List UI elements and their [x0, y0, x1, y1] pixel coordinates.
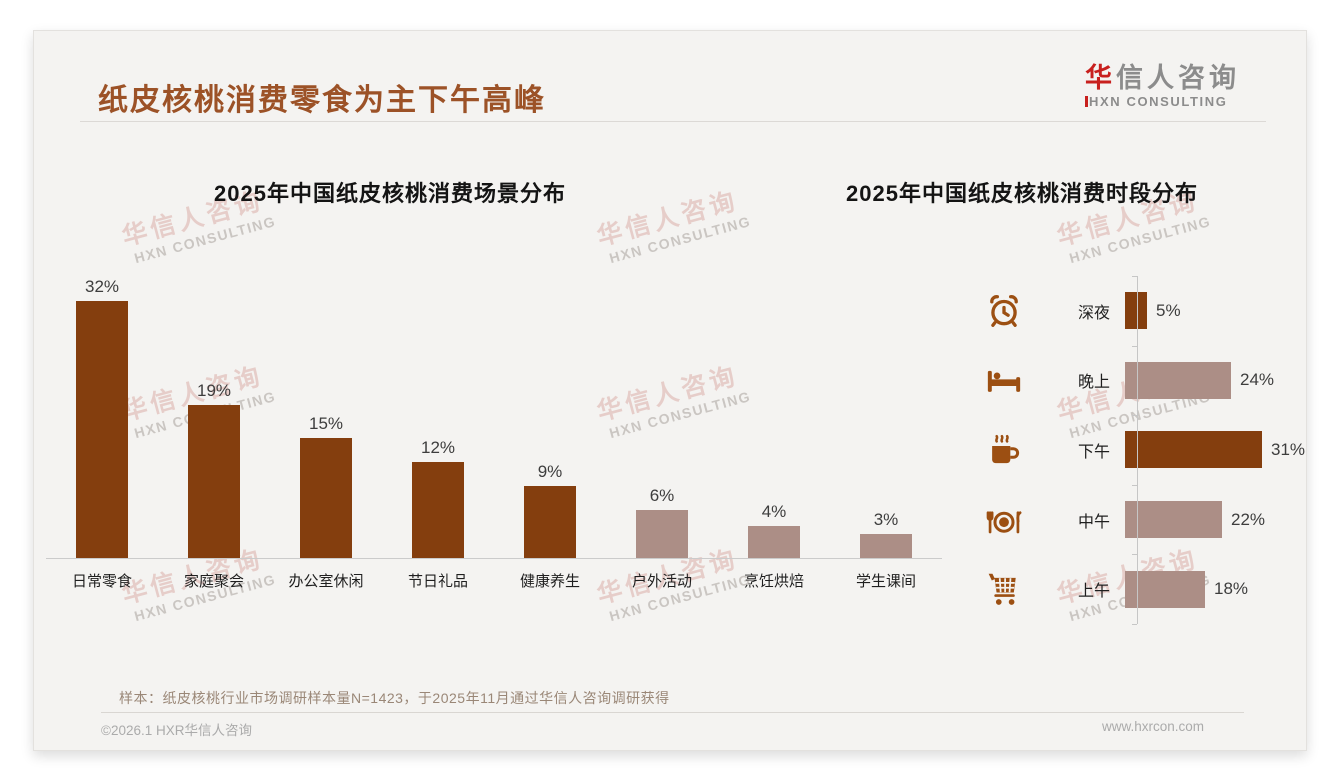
axis-tick: [1132, 345, 1137, 347]
axis-tick: [1132, 415, 1137, 417]
bar-value-label: 6%: [649, 486, 675, 505]
bar-value-label: 15%: [308, 414, 344, 433]
bar-column: 19%: [158, 381, 270, 558]
company-logo: 华信人咨询 HXN CONSULTING: [1085, 63, 1240, 109]
coffee-icon: [984, 431, 1024, 469]
copyright-text: ©2026.1 HXR华信人咨询: [101, 723, 252, 738]
time-row: 晚上 24%: [954, 346, 1326, 416]
bar: [524, 486, 576, 558]
bar: [76, 301, 128, 558]
bar: [1125, 570, 1205, 608]
time-label: 中午: [1077, 513, 1110, 531]
logo-first-char: 华: [1085, 63, 1116, 93]
logo-chinese: 华信人咨询: [1085, 63, 1240, 94]
time-row: 深夜 5%: [954, 276, 1326, 346]
bed-icon: [984, 361, 1024, 399]
bar-value-label: 22%: [1231, 509, 1266, 529]
logo-rest-chars: 信人咨询: [1116, 63, 1240, 93]
website-url: www.hxrcon.com: [1101, 719, 1204, 734]
bar: [860, 534, 912, 558]
time-period-bar-chart: 深夜 5% 晚上 24% 下午 31% 中午 22% 上午 18%: [954, 276, 1326, 625]
report-card: 华信人咨询 HXN CONSULTING 华信人咨询 HXN CONSULTING 华信…: [33, 30, 1307, 751]
axis-tick: [1132, 624, 1137, 625]
bar-wrap: 31%: [1125, 431, 1326, 469]
time-row: 上午 18%: [954, 554, 1326, 624]
bar: [300, 438, 352, 558]
axis-tick: [1132, 276, 1137, 277]
page-title: 纸皮核桃消费零食为主下午高峰: [98, 84, 546, 117]
bar-category-label: 家庭聚会: [183, 573, 244, 590]
left-chart-title: 2025年中国纸皮核桃消费场景分布: [214, 181, 566, 206]
bar: [412, 462, 464, 558]
bar-value-label: 3%: [873, 510, 899, 529]
bar-column: 9%: [494, 462, 606, 558]
bar-value-label: 31%: [1271, 439, 1306, 459]
bar: [1125, 292, 1147, 330]
header-divider: [80, 121, 1266, 122]
dining-icon: [984, 501, 1024, 539]
time-label: 上午: [1077, 583, 1110, 601]
scenario-chart-categories: 日常零食 家庭聚会 办公室休闲 节日礼品 健康养生 户外活动 烹饪烘焙 学生课间: [46, 570, 942, 591]
bar-value-label: 4%: [761, 502, 787, 521]
bar-category-label: 健康养生: [519, 573, 580, 590]
bar-wrap: 5%: [1125, 292, 1326, 330]
sample-note: 样本：纸皮核桃行业市场调研样本量N=1423，于2025年11月通过华信人咨询调…: [119, 690, 670, 706]
logo-english: HXN CONSULTING: [1085, 94, 1240, 109]
right-chart-title: 2025年中国纸皮核桃消费时段分布: [846, 181, 1198, 206]
bar-category-label: 办公室休闲: [288, 573, 364, 590]
time-row: 下午 31%: [954, 415, 1326, 485]
bar: [1125, 361, 1231, 399]
scenario-chart-baseline: [46, 558, 942, 559]
bar: [1125, 501, 1222, 539]
bar-column: 12%: [382, 438, 494, 558]
bar-value-label: 5%: [1156, 300, 1181, 320]
scenario-bar-chart: 32% 19% 15% 12% 9% 6% 4% 3%: [46, 273, 942, 558]
bar-value-label: 19%: [196, 381, 232, 400]
footer-divider: [101, 712, 1244, 713]
bar-value-label: 24%: [1240, 370, 1275, 390]
bar: [748, 526, 800, 558]
time-chart-axis: [1137, 276, 1138, 624]
bar-wrap: 22%: [1125, 501, 1326, 539]
bar-value-label: 18%: [1214, 579, 1249, 599]
bar-wrap: 18%: [1125, 570, 1326, 608]
axis-tick: [1132, 554, 1137, 556]
bar: [188, 405, 240, 558]
time-label: 深夜: [1077, 304, 1110, 322]
bar-category-label: 日常零食: [71, 573, 132, 590]
bar-column: 6%: [606, 486, 718, 558]
bar-value-label: 32%: [84, 277, 120, 296]
bar-column: 4%: [718, 502, 830, 558]
bar-category-label: 节日礼品: [407, 573, 468, 590]
cart-icon: [984, 570, 1024, 608]
bar-column: 3%: [830, 510, 942, 558]
time-row: 中午 22%: [954, 485, 1326, 555]
bar: [636, 510, 688, 558]
alarm-clock-icon: [984, 292, 1024, 330]
bar-value-label: 12%: [420, 438, 456, 457]
time-label: 下午: [1077, 443, 1110, 461]
bar-category-label: 学生课间: [855, 573, 916, 590]
logo-red-tick: [1085, 96, 1088, 108]
time-label: 晚上: [1077, 374, 1110, 392]
bar-category-label: 户外活动: [631, 573, 692, 590]
logo-english-text: HXN CONSULTING: [1089, 94, 1228, 110]
axis-tick: [1132, 484, 1137, 486]
bar-wrap: 24%: [1125, 361, 1326, 399]
bar-column: 32%: [46, 277, 158, 558]
bar-value-label: 9%: [537, 462, 563, 481]
bar-category-label: 烹饪烘焙: [743, 573, 804, 590]
bar: [1125, 431, 1262, 469]
bar-column: 15%: [270, 414, 382, 558]
